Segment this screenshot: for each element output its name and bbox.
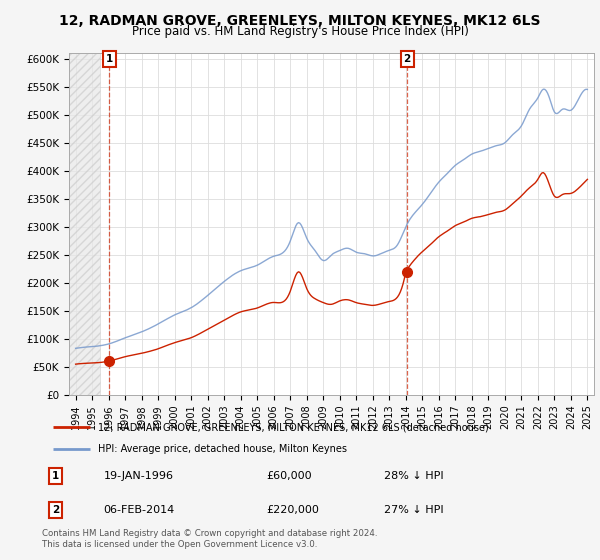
- Text: £60,000: £60,000: [266, 471, 312, 481]
- Text: 27% ↓ HPI: 27% ↓ HPI: [384, 505, 443, 515]
- Text: Price paid vs. HM Land Registry's House Price Index (HPI): Price paid vs. HM Land Registry's House …: [131, 25, 469, 38]
- Text: 2: 2: [403, 54, 411, 64]
- Text: 19-JAN-1996: 19-JAN-1996: [103, 471, 173, 481]
- Text: 2: 2: [52, 505, 59, 515]
- Text: HPI: Average price, detached house, Milton Keynes: HPI: Average price, detached house, Milt…: [98, 444, 347, 454]
- Text: 12, RADMAN GROVE, GREENLEYS, MILTON KEYNES, MK12 6LS (detached house): 12, RADMAN GROVE, GREENLEYS, MILTON KEYN…: [98, 422, 489, 432]
- Text: 28% ↓ HPI: 28% ↓ HPI: [384, 471, 443, 481]
- Text: 12, RADMAN GROVE, GREENLEYS, MILTON KEYNES, MK12 6LS: 12, RADMAN GROVE, GREENLEYS, MILTON KEYN…: [59, 14, 541, 28]
- Bar: [69, 53, 100, 395]
- Text: 1: 1: [52, 471, 59, 481]
- Text: 1: 1: [106, 54, 113, 64]
- Text: £220,000: £220,000: [266, 505, 319, 515]
- Text: Contains HM Land Registry data © Crown copyright and database right 2024.
This d: Contains HM Land Registry data © Crown c…: [42, 529, 377, 549]
- Text: 06-FEB-2014: 06-FEB-2014: [103, 505, 175, 515]
